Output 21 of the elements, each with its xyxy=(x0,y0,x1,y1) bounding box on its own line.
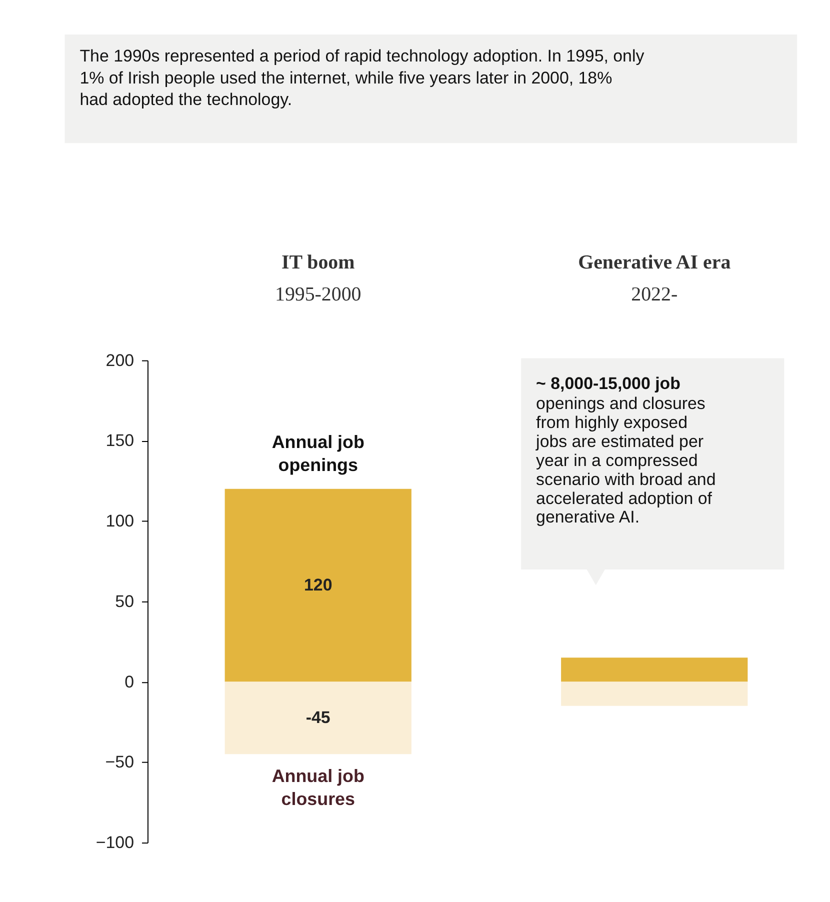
bar xyxy=(224,682,412,754)
y-tick-label: 150 xyxy=(106,431,134,450)
y-tick-label: 100 xyxy=(106,512,134,531)
y-tick-label: 0 xyxy=(124,672,134,692)
text: The 1990s represented a period of rapid technology adoption. In 1995, only 1% of Irish people used the internet, while five years later in 2000, 18% had adopted the technology. xyxy=(80,46,645,110)
x-tick-label: Generative AI era xyxy=(578,252,731,274)
text: 2022- xyxy=(631,284,678,306)
bar xyxy=(224,488,412,682)
data-label: -45 xyxy=(306,708,330,727)
text: 1995-2000 xyxy=(274,284,362,306)
annotation: ~ 8,000-15,000 job openings and closures from highly exposed jobs are estimated per year in a compressed scenario with broad and accelerated adoption of generative AI. xyxy=(535,374,716,527)
x-tick-label: IT boom xyxy=(282,252,356,274)
bar xyxy=(561,658,748,682)
series-label: Annual job closures xyxy=(272,766,364,809)
bar xyxy=(561,682,748,706)
y-tick-label: −100 xyxy=(96,833,134,852)
data-label: 120 xyxy=(304,575,332,594)
y-tick-label: 200 xyxy=(106,350,134,370)
y-tick-label: −50 xyxy=(105,752,134,772)
y-tick-label: 50 xyxy=(115,592,134,611)
series-label: Annual job openings xyxy=(272,432,364,475)
